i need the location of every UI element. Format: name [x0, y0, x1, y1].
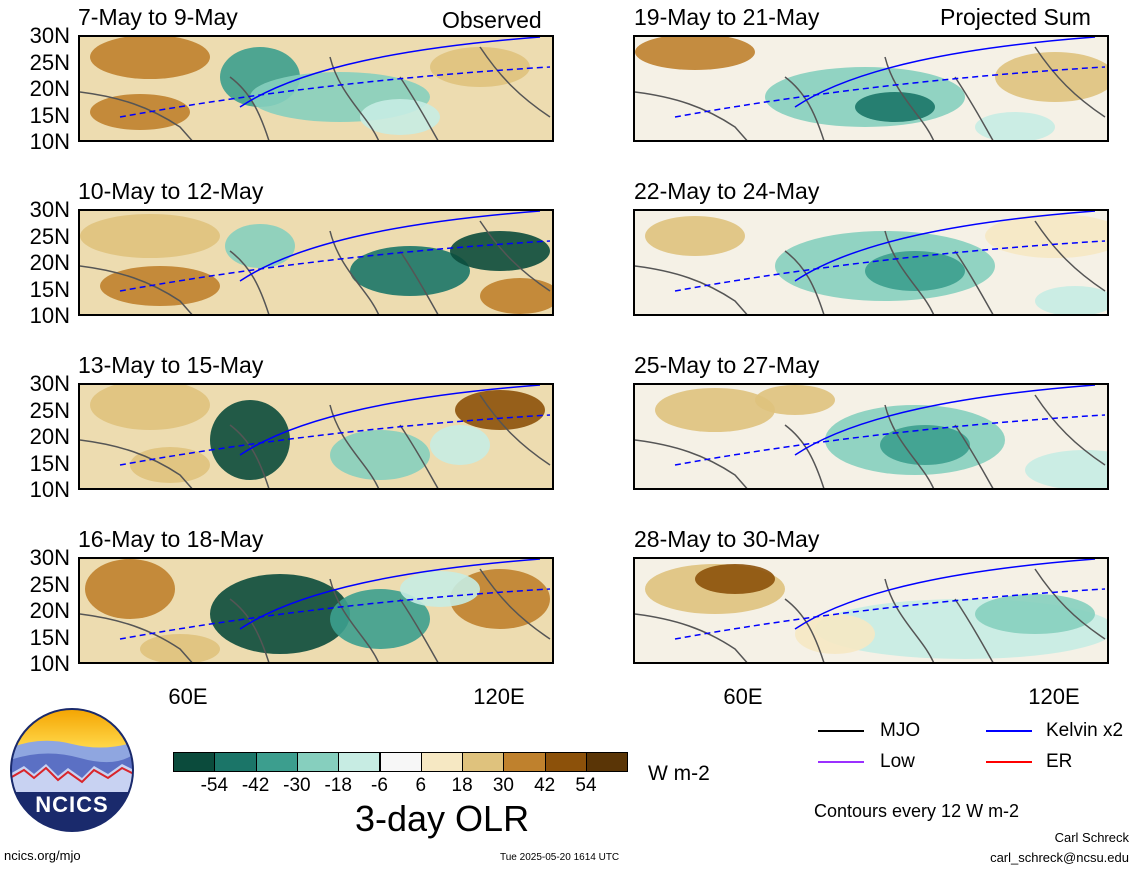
colorbar-label: 54 [575, 775, 597, 796]
legend-label-mjo: MJO [880, 720, 921, 741]
panel-title: 28-May to 30-May [634, 526, 820, 552]
lat-label: 30N [29, 23, 70, 48]
colorbar-label: -30 [283, 775, 311, 796]
panel-title: 19-May to 21-May [634, 4, 820, 30]
timestamp: Tue 2025-05-20 1614 UTC [500, 852, 620, 863]
legend-line-low [818, 761, 864, 763]
legend-label-low: Low [880, 751, 915, 772]
lat-label: 10N [29, 477, 70, 502]
author-name: Carl Schreck [1054, 830, 1129, 845]
lat-label: 10N [29, 129, 70, 154]
map-panel [78, 209, 554, 316]
colorbar-label: 6 [415, 775, 427, 796]
olr-map-projected-3 [635, 385, 1107, 488]
colorbar-swatch [173, 752, 216, 772]
projected-header: Projected Sum [940, 4, 1091, 30]
colorbar-swatch [338, 752, 381, 772]
author-email[interactable]: carl_schreck@ncsu.edu [990, 850, 1129, 865]
colorbar-swatch [420, 752, 464, 772]
lat-label: 15N [29, 624, 70, 650]
legend-label-kelvin: Kelvin x2 [1046, 720, 1124, 741]
lon-label-60e: 60E [168, 684, 208, 709]
colorbar-swatch [379, 752, 422, 772]
olr-map-observed-4 [80, 559, 552, 662]
colorbar-swatch [544, 752, 587, 772]
lon-label-120e: 120E [473, 684, 525, 709]
lon-label-120e: 120E [1028, 684, 1080, 709]
contour-note: Contours every 12 W m-2 [814, 801, 1020, 821]
map-panel [78, 557, 554, 664]
colorbar-swatch [586, 752, 629, 772]
colorbar-title: 3-day OLR [355, 798, 530, 839]
olr-map-projected-4 [635, 559, 1107, 662]
lat-label: 25N [29, 49, 70, 75]
colorbar-label: 18 [451, 775, 473, 796]
lat-label: 20N [29, 598, 70, 623]
lat-label: 20N [29, 424, 70, 449]
map-panel [633, 209, 1109, 316]
panel-title: 25-May to 27-May [634, 352, 820, 378]
colorbar-label: 42 [534, 775, 556, 796]
olr-map-observed-3 [80, 385, 552, 488]
colorbar-label: -18 [324, 775, 352, 796]
lat-label: 10N [29, 651, 70, 676]
lat-label: 25N [29, 571, 70, 597]
lat-label: 30N [29, 197, 70, 222]
colorbar-label: -6 [371, 775, 388, 796]
map-panel [633, 557, 1109, 664]
lat-label: 30N [29, 371, 70, 396]
site-link[interactable]: ncics.org/mjo [4, 848, 81, 863]
lat-label: 25N [29, 397, 70, 423]
olr-map-observed-1 [80, 37, 552, 140]
legend-line-kelvin [986, 730, 1032, 732]
lat-label: 10N [29, 303, 70, 328]
lat-label: 15N [29, 102, 70, 128]
olr-map-projected-2 [635, 211, 1107, 314]
panel-title: 22-May to 24-May [634, 178, 820, 204]
map-panel [633, 383, 1109, 490]
colorbar-label: -54 [200, 775, 229, 796]
colorbar-swatch [296, 752, 340, 772]
colorbar-swatch [462, 752, 505, 772]
map-panel [633, 35, 1109, 142]
lon-label-60e: 60E [723, 684, 763, 709]
panel-title: 10-May to 12-May [78, 178, 264, 204]
ncics-logo[interactable]: NCICS [10, 708, 134, 832]
legend-line-mjo [818, 730, 864, 732]
panel-title: 16-May to 18-May [78, 526, 264, 552]
map-panel [78, 383, 554, 490]
map-panel [78, 35, 554, 142]
colorbar-label: -42 [241, 775, 270, 796]
colorbar-label: 30 [492, 775, 514, 796]
lat-label: 15N [29, 276, 70, 302]
colorbar-swatch [255, 752, 298, 772]
panel-title: 7-May to 9-May [78, 4, 238, 30]
lat-label: 30N [29, 545, 70, 570]
legend-label-er: ER [1046, 751, 1073, 772]
olr-map-observed-2 [80, 211, 552, 314]
colorbar-units: W m-2 [648, 762, 710, 785]
lat-label: 20N [29, 76, 70, 101]
lat-label: 25N [29, 223, 70, 249]
panel-title: 13-May to 15-May [78, 352, 264, 378]
colorbar-swatch [503, 752, 546, 772]
lat-label: 15N [29, 450, 70, 476]
observed-header: Observed [442, 7, 542, 33]
legend-line-er [986, 761, 1032, 763]
colorbar-swatch [214, 752, 257, 772]
lat-label: 20N [29, 250, 70, 275]
logo-text: NCICS [35, 792, 109, 817]
olr-map-projected-1 [635, 37, 1107, 140]
